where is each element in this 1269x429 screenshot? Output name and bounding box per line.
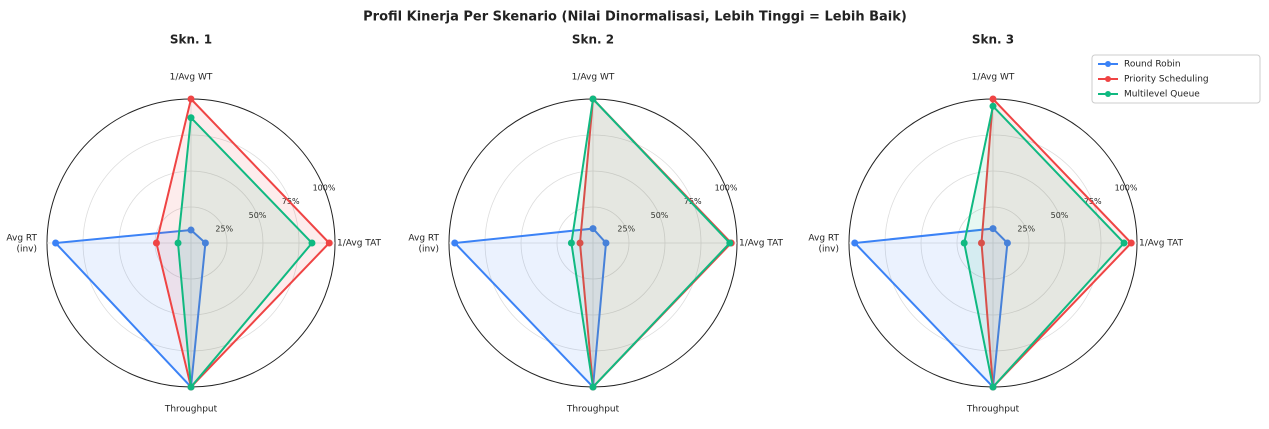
axis-label: Throughput [566, 405, 620, 415]
point [1003, 239, 1011, 247]
series-area [963, 104, 1126, 390]
legend-marker [1105, 91, 1111, 97]
r-tick-label: 50% [249, 211, 267, 220]
point [1120, 239, 1128, 247]
chart-title: Skn. 3 [972, 33, 1014, 47]
point [989, 383, 997, 391]
legend-label: Round Robin [1124, 60, 1181, 70]
point [589, 383, 597, 391]
point [187, 114, 195, 122]
point [977, 239, 985, 247]
point [325, 239, 333, 247]
r-tick-label: 100% [313, 183, 336, 192]
point [960, 239, 968, 247]
point [989, 225, 997, 233]
point [187, 383, 195, 391]
r-tick-label: 75% [684, 197, 702, 206]
series-area [570, 96, 732, 390]
r-tick-label: 25% [617, 225, 635, 234]
point [567, 239, 575, 247]
point [1127, 239, 1135, 247]
r-tick-label: 50% [651, 211, 669, 220]
point [451, 239, 459, 247]
figure-title: Profil Kinerja Per Skenario (Nilai Dinor… [363, 10, 907, 25]
r-tick-label: 75% [282, 197, 300, 206]
legend-label: Multilevel Queue [1124, 90, 1200, 100]
axis-label: Avg RT (inv) [808, 233, 839, 254]
r-tick-label: 100% [1115, 183, 1138, 192]
point [589, 95, 597, 103]
axis-label: Throughput [966, 405, 1020, 415]
legend-marker [1105, 76, 1111, 82]
point [851, 239, 859, 247]
r-tick-label: 50% [1051, 211, 1069, 220]
r-tick-label: 25% [1017, 225, 1035, 234]
point [187, 95, 195, 103]
point [174, 239, 182, 247]
axis-label: 1/Avg WT [170, 73, 213, 83]
legend-marker [1105, 61, 1111, 67]
axis-label: 1/Avg TAT [739, 239, 784, 249]
legend-label: Priority Scheduling [1124, 75, 1209, 85]
r-tick-label: 100% [715, 183, 738, 192]
chart-title: Skn. 1 [170, 33, 212, 47]
r-tick-label: 75% [1084, 197, 1102, 206]
point [989, 102, 997, 110]
point [602, 239, 610, 247]
chart-title: Skn. 2 [572, 33, 614, 47]
legend-box [1091, 54, 1261, 104]
axis-label: 1/Avg TAT [1139, 239, 1184, 249]
r-tick-label: 25% [215, 225, 233, 234]
point [989, 95, 997, 103]
point [576, 239, 584, 247]
point [52, 239, 60, 247]
point [726, 239, 734, 247]
point [589, 225, 597, 233]
point [308, 239, 316, 247]
point [187, 226, 195, 234]
axis-label: 1/Avg WT [572, 73, 615, 83]
point [152, 239, 160, 247]
axis-label: Avg RT (inv) [6, 233, 37, 254]
axis-label: Throughput [164, 405, 218, 415]
point [201, 239, 209, 247]
axis-label: 1/Avg TAT [337, 239, 382, 249]
axis-label: Avg RT (inv) [408, 233, 439, 254]
axis-label: 1/Avg WT [972, 73, 1015, 83]
